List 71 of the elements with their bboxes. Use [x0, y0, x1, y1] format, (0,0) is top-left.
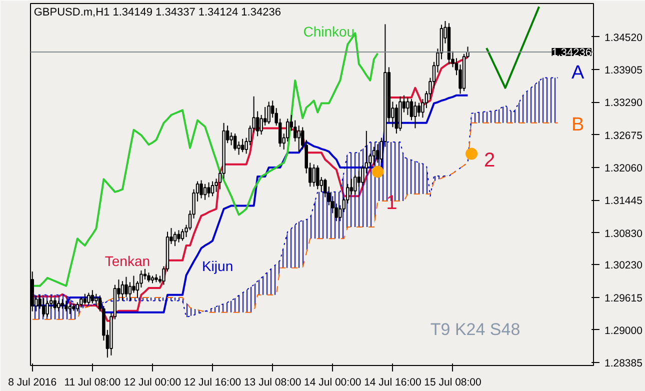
candlestick: [210, 180, 214, 197]
y-tick-label: 1.33290: [604, 97, 643, 110]
candlestick: [414, 101, 417, 129]
y-tick-label: 1.29615: [604, 292, 643, 304]
candlestick: [334, 203, 338, 222]
candlestick: [267, 101, 270, 124]
x-tick-label: 14 Jul 00:00: [304, 376, 362, 388]
y-tick-label: 1.28385: [604, 358, 643, 370]
candlestick: [297, 125, 300, 153]
x-tick-label: 11 Jul 08:00: [64, 376, 121, 388]
candlestick: [173, 231, 177, 247]
candlestick: [177, 230, 180, 243]
candlestick: [120, 280, 124, 302]
y-tick-label: 1.32060: [604, 162, 643, 175]
annotation: T9 K24 S48: [430, 320, 520, 339]
series-label: B: [572, 114, 584, 136]
candlestick: [87, 292, 90, 305]
candlestick: [203, 183, 207, 200]
candlestick: [240, 138, 244, 153]
candlestick: [316, 164, 320, 190]
chart-title: GBPUSD.m,H1 1.34149 1.34337 1.34124 1.34236: [34, 6, 281, 18]
x-tick-label: 14 Jul 16:00: [364, 376, 422, 388]
candlestick: [200, 180, 203, 199]
annotation: 2: [484, 150, 496, 172]
candlestick: [406, 96, 410, 116]
annotation: 1: [386, 192, 398, 214]
series-label: Chinkou: [303, 23, 355, 40]
candlestick: [143, 268, 147, 280]
y-tick-label: 1.29000: [604, 324, 643, 337]
line-series: [486, 6, 540, 89]
series-label: A: [572, 62, 585, 84]
candlestick: [53, 298, 57, 310]
y-tick-label: 1.34520: [604, 32, 643, 44]
series-label: Kijun: [202, 258, 234, 274]
candlestick: [207, 182, 210, 198]
x-tick-label: 8 Jul 2016: [8, 376, 57, 388]
candlestick: [312, 164, 316, 188]
y-tick-label: 1.33905: [604, 64, 643, 77]
candlestick: [372, 146, 376, 166]
series-label: Tenkan: [104, 252, 150, 269]
y-tick-label: 1.30830: [604, 228, 643, 240]
x-tick-label: 12 Jul 16:00: [184, 376, 242, 388]
candlestick: [57, 300, 60, 312]
candlestick: [230, 132, 233, 146]
candlestick: [357, 170, 361, 188]
candlestick: [64, 300, 68, 312]
candlestick: [233, 133, 237, 152]
candlestick: [46, 300, 50, 318]
candlestick: [354, 174, 357, 196]
line-series: [32, 122, 558, 320]
candlestick: [42, 298, 46, 318]
y-tick-label: 1.30230: [604, 260, 643, 272]
y-tick-label: 1.32675: [604, 130, 643, 142]
candlestick: [132, 275, 136, 294]
y-tick-label: 1.31445: [604, 195, 643, 208]
candlestick: [90, 290, 94, 304]
x-tick-label: 13 Jul 08:00: [244, 376, 302, 388]
candlestick: [60, 298, 64, 310]
candlestick: [94, 293, 98, 307]
candlestick: [417, 102, 421, 118]
candlestick: [83, 293, 87, 305]
x-tick-label: 15 Jul 08:00: [424, 376, 482, 388]
candlestick: [376, 144, 380, 164]
candlestick: [394, 104, 398, 134]
candlestick: [180, 228, 184, 242]
candlestick: [68, 304, 72, 315]
candlestick: [147, 272, 150, 283]
ref-line-label: 1.34236: [552, 47, 592, 60]
x-tick-label: 12 Jul 00:00: [124, 376, 182, 388]
candlestick: [80, 296, 83, 308]
candlestick: [124, 276, 128, 298]
